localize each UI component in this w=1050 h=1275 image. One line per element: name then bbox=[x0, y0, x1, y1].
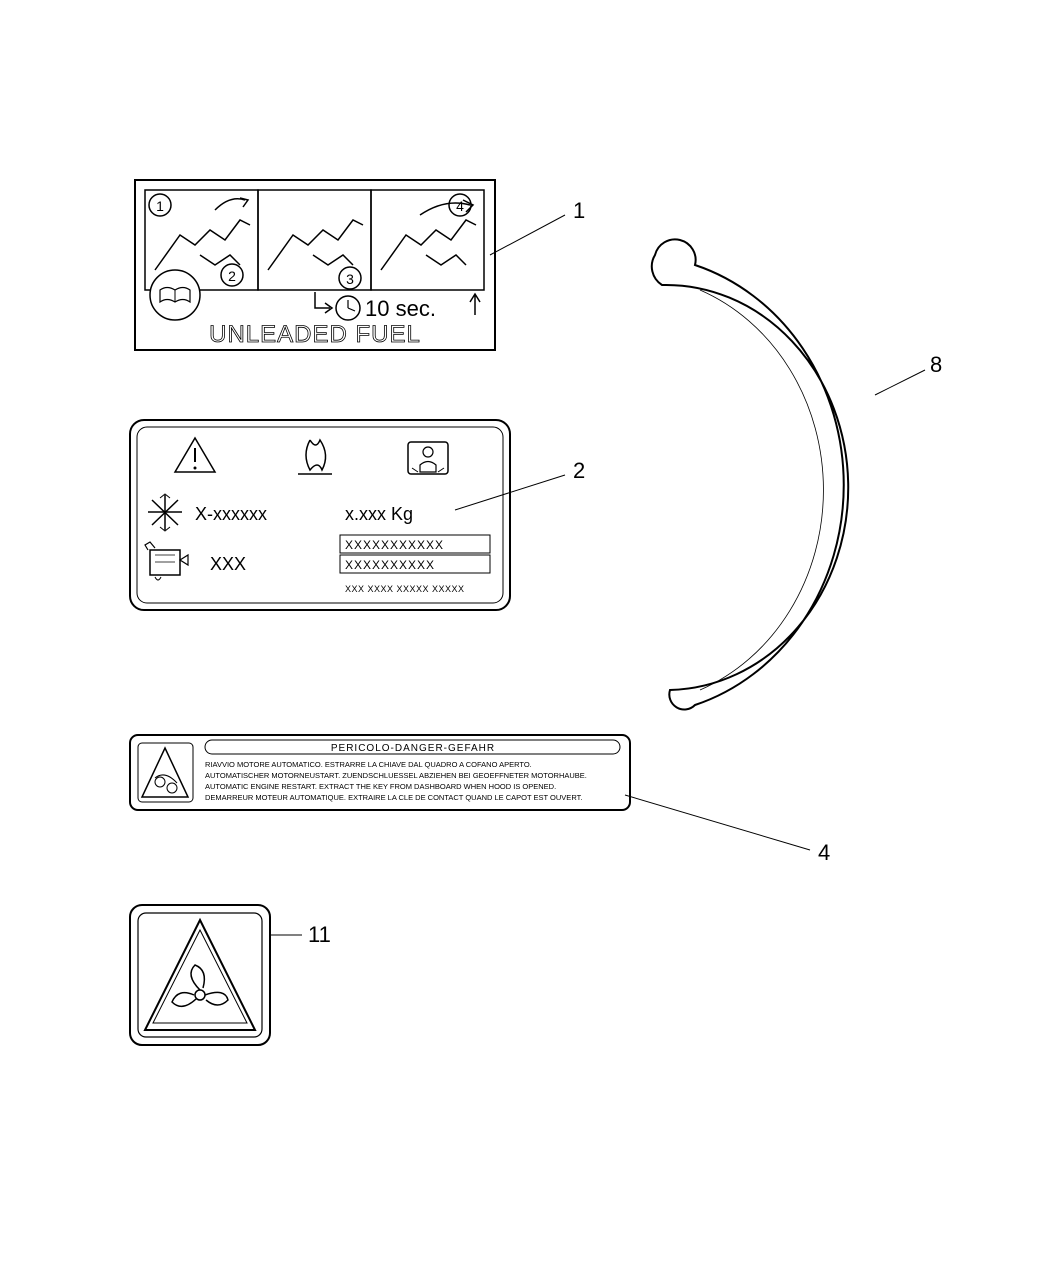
callout-11: 11 bbox=[308, 922, 331, 948]
read-manual-icon bbox=[408, 442, 448, 474]
svg-text:XXX XXXX XXXXX XXXXX: XXX XXXX XXXXX XXXXX bbox=[345, 584, 465, 594]
parts-diagram: 1 2 3 4 10 sec. bbox=[0, 0, 1050, 1275]
fan-warning-label bbox=[130, 905, 270, 1045]
callout-4: 4 bbox=[818, 840, 830, 866]
svg-text:X-xxxxxx: X-xxxxxx bbox=[195, 504, 267, 524]
svg-text:1: 1 bbox=[156, 198, 164, 214]
svg-text:RIAVVIO MOTORE AUTOMATICO. EST: RIAVVIO MOTORE AUTOMATICO. ESTRARRE LA C… bbox=[205, 760, 532, 769]
svg-text:10 sec.: 10 sec. bbox=[365, 296, 436, 321]
svg-text:AUTOMATIC ENGINE RESTART. EXTR: AUTOMATIC ENGINE RESTART. EXTRACT THE KE… bbox=[205, 782, 556, 791]
svg-text:UNLEADED FUEL: UNLEADED FUEL bbox=[209, 321, 421, 348]
svg-text:XXXXXXXXXXX: XXXXXXXXXXX bbox=[345, 538, 444, 552]
callout-8: 8 bbox=[930, 352, 942, 378]
svg-text:x.xxx Kg: x.xxx Kg bbox=[345, 504, 413, 524]
svg-text:3: 3 bbox=[346, 271, 354, 287]
callout-1: 1 bbox=[573, 198, 585, 224]
flame-icon bbox=[298, 440, 332, 474]
svg-text:2: 2 bbox=[228, 268, 236, 284]
callout-2: 2 bbox=[573, 458, 585, 484]
svg-text:DEMARREUR MOTEUR AUTOMATIQUE.: DEMARREUR MOTEUR AUTOMATIQUE. EXTRAIRE L… bbox=[205, 793, 582, 802]
snowflake-icon bbox=[148, 494, 182, 531]
danger-label: PERICOLO-DANGER-GEFAHR RIAVVIO MOTORE AU… bbox=[130, 735, 630, 810]
oil-icon bbox=[145, 542, 188, 580]
svg-text:AUTOMATISCHER MOTORNEUSTART. Z: AUTOMATISCHER MOTORNEUSTART. ZUENDSCHLUE… bbox=[205, 771, 587, 780]
warning-icon bbox=[175, 438, 215, 472]
belt-part bbox=[652, 239, 848, 709]
ac-label: X-xxxxxx x.xxx Kg XXX XXXXXXXXXXX XXXXXX… bbox=[130, 420, 510, 610]
svg-text:4: 4 bbox=[456, 198, 464, 214]
svg-text:XXX: XXX bbox=[210, 554, 246, 574]
fuel-label: 1 2 3 4 10 sec. bbox=[135, 180, 495, 350]
svg-text:XXXXXXXXXX: XXXXXXXXXX bbox=[345, 558, 435, 572]
svg-text:PERICOLO-DANGER-GEFAHR: PERICOLO-DANGER-GEFAHR bbox=[331, 743, 495, 754]
